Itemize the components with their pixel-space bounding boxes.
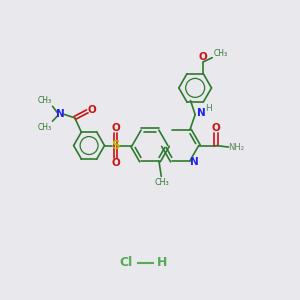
Text: CH₃: CH₃ [38, 96, 52, 105]
Text: O: O [111, 123, 120, 133]
Text: O: O [88, 105, 96, 115]
Text: N: N [56, 109, 65, 119]
Text: N: N [190, 157, 198, 166]
Text: H: H [157, 256, 167, 269]
Text: O: O [199, 52, 208, 62]
Text: H: H [205, 103, 212, 112]
Text: O: O [111, 158, 120, 168]
Text: O: O [212, 123, 220, 133]
Text: Cl: Cl [120, 256, 133, 269]
Text: CH₃: CH₃ [38, 123, 52, 132]
Text: NH₂: NH₂ [229, 143, 244, 152]
Text: S: S [112, 139, 120, 152]
Text: CH₃: CH₃ [214, 49, 228, 58]
Text: CH₃: CH₃ [154, 178, 169, 187]
Text: N: N [197, 108, 206, 118]
